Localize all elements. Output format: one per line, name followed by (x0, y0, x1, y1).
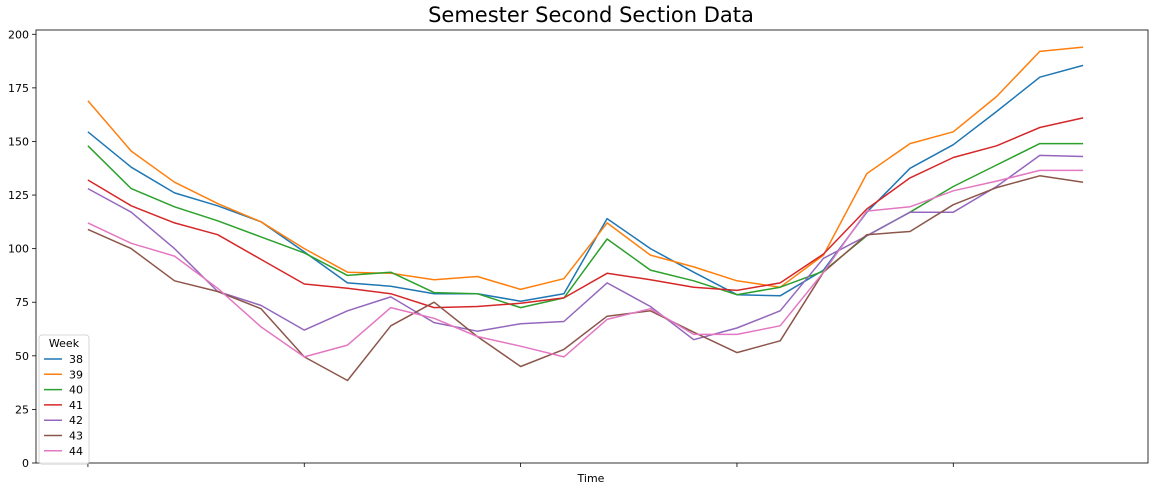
series-line-39 (87, 46, 1084, 291)
y-tick-label: 200 (8, 28, 29, 41)
series-line-41 (87, 117, 1084, 309)
y-tick-label: 100 (8, 243, 29, 256)
legend-label-41: 41 (69, 399, 83, 412)
y-tick-label: 25 (15, 403, 29, 416)
legend-title: Week (49, 337, 80, 350)
legend-box (38, 334, 90, 465)
series-line-40 (87, 142, 1084, 309)
series-line-43 (87, 175, 1084, 382)
legend-label-44: 44 (69, 445, 83, 458)
x-axis-label: Time (577, 472, 605, 485)
y-tick-label: 0 (22, 457, 29, 470)
legend-label-42: 42 (69, 414, 83, 427)
y-tick-label: 175 (8, 82, 29, 95)
plot-frame (35, 29, 1149, 464)
y-tick-label: 150 (8, 135, 29, 148)
legend: Week 38 39 40 41 42 43 44 (38, 334, 90, 465)
plot-area: 0 25 50 75 100 125 150 175 200 Week 38 39 40 41 42 43 44 (8, 28, 1149, 470)
chart-title: Semester Second Section Data (428, 3, 754, 27)
series-line-38 (87, 64, 1084, 302)
series-line-44 (87, 169, 1084, 358)
y-tick-label: 125 (8, 189, 29, 202)
y-tick-label: 75 (15, 296, 29, 309)
legend-label-43: 43 (69, 430, 83, 443)
series-line-42 (87, 154, 1084, 341)
y-tick-label: 50 (15, 350, 29, 363)
legend-label-39: 39 (69, 368, 83, 381)
legend-label-40: 40 (69, 384, 83, 397)
legend-label-38: 38 (69, 353, 83, 366)
